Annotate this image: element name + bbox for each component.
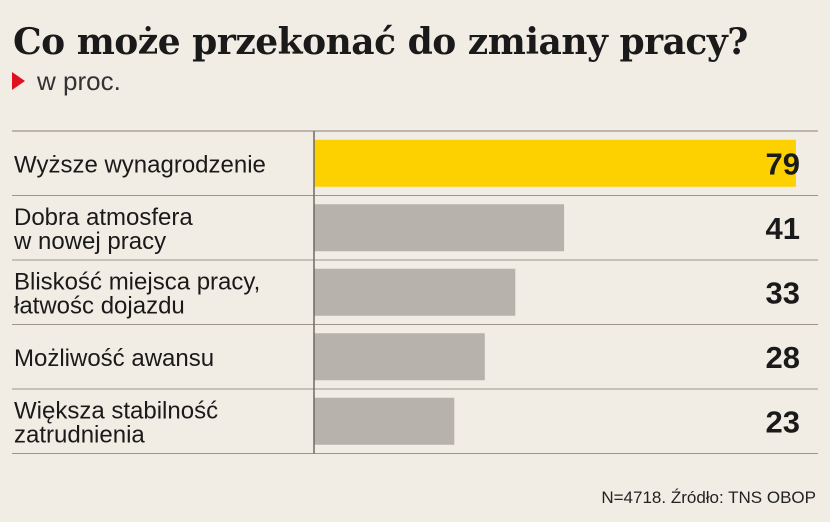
category-label-3-0: Możliwość awansu bbox=[14, 345, 214, 372]
value-label-2: 33 bbox=[766, 275, 800, 310]
category-label-0-0: Wyższe wynagrodzenie bbox=[14, 151, 266, 178]
value-label-0: 79 bbox=[766, 146, 800, 181]
unit-label: w proc. bbox=[37, 65, 121, 96]
bar-0 bbox=[314, 139, 796, 187]
category-label-4-1: zatrudnienia bbox=[14, 421, 145, 448]
triangle-marker-icon bbox=[12, 72, 25, 90]
value-label-4: 23 bbox=[766, 404, 800, 439]
category-label-1-0: Dobra atmosfera bbox=[14, 204, 193, 231]
bar-2 bbox=[314, 268, 516, 316]
category-label-2-1: łatwośc dojazdu bbox=[14, 292, 185, 319]
category-label-4-0: Większa stabilność bbox=[14, 397, 218, 424]
source-note: N=4718. Źródło: TNS OBOP bbox=[601, 488, 816, 507]
value-label-3: 28 bbox=[766, 340, 800, 375]
value-label-1: 41 bbox=[766, 211, 800, 246]
bar-4 bbox=[314, 397, 455, 445]
bar-3 bbox=[314, 333, 485, 381]
chart-subtitle: w proc. bbox=[12, 66, 121, 96]
category-label-1-1: w nowej pracy bbox=[13, 228, 166, 255]
bar-1 bbox=[314, 204, 565, 252]
chart-title: Co może przekonać do zmiany pracy? bbox=[13, 21, 748, 63]
category-label-2-0: Bliskość miejsca pracy, bbox=[14, 268, 260, 295]
